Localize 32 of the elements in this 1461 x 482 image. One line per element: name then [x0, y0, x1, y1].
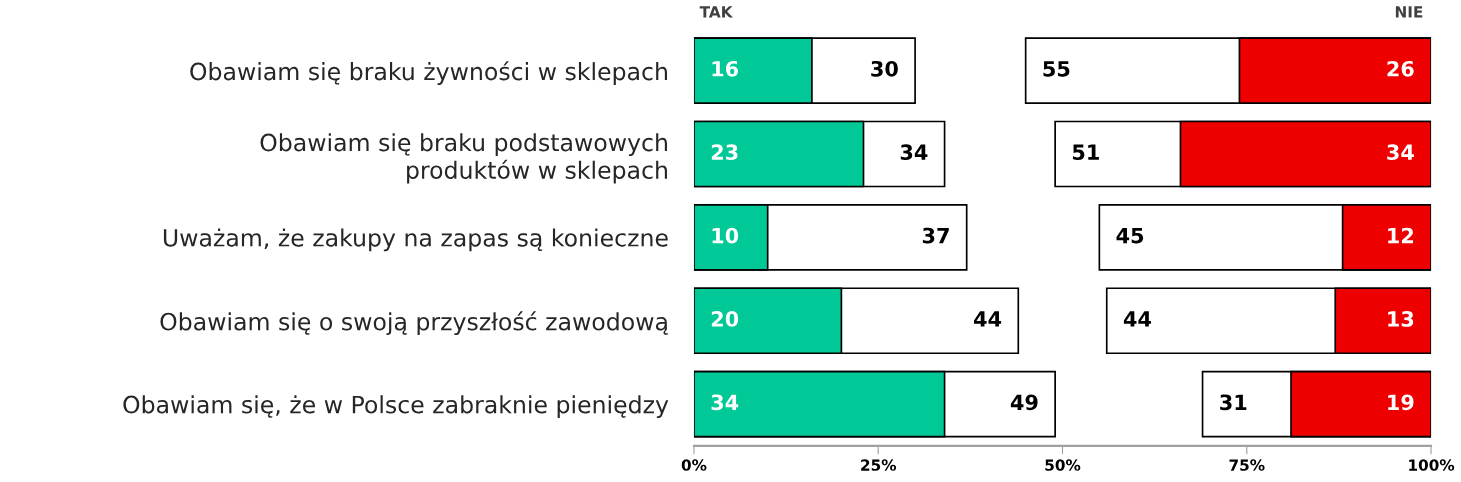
data-label: 55	[1043, 61, 1070, 77]
data-label: 34	[711, 394, 739, 411]
data-label: 20	[711, 311, 739, 327]
data-label: 37	[922, 227, 949, 244]
text: NIE	[1395, 6, 1423, 18]
data-label: 30	[871, 60, 898, 77]
x-tick-label: 50%	[1045, 459, 1081, 471]
y-tick-label: Obawiam się braku podstawowych produktów w sklepach	[260, 133, 667, 184]
x-tick-label: 75%	[1229, 459, 1265, 471]
y-tick-label: Obawiam się, że w Polsce zabraknie pieniędzy	[123, 395, 669, 419]
x-tick-label: 0%	[681, 459, 707, 471]
text: TAK	[699, 6, 733, 18]
data-label: 23	[711, 144, 738, 161]
data-label: 13	[1388, 311, 1414, 327]
data-label: 49	[1010, 394, 1038, 411]
x-tick-label: 25%	[861, 459, 897, 471]
data-label: 31	[1220, 394, 1247, 411]
data-label: 44	[1123, 311, 1151, 327]
data-label: 10	[712, 227, 739, 244]
y-tick-label: Obawiam się braku żywności w sklepach	[190, 61, 667, 85]
data-label: 51	[1072, 144, 1099, 161]
data-label: 26	[1387, 60, 1414, 77]
data-label: 12	[1388, 227, 1414, 244]
data-label: 19	[1388, 394, 1414, 411]
data-label: 44	[974, 311, 1002, 327]
data-label: 34	[1387, 144, 1414, 161]
y-tick-label: Obawiam się o swoją przyszłość zawodową	[160, 311, 668, 336]
data-label: 34	[900, 144, 928, 161]
x-tick-label: 100%	[1409, 459, 1455, 471]
y-tick-label: Uważam, że zakupy na zapas są konieczne	[163, 228, 668, 252]
data-label: 45	[1116, 227, 1144, 244]
data-label: 16	[712, 60, 739, 77]
